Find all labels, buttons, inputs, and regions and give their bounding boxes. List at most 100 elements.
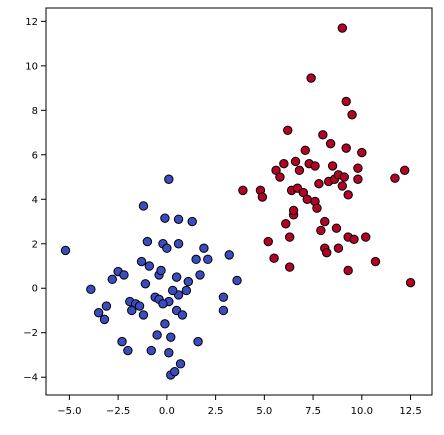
data-point: [288, 205, 299, 216]
data-point: [400, 165, 410, 176]
data-point: [325, 138, 336, 149]
data-point: [232, 275, 242, 286]
data-point: [390, 173, 400, 183]
data-point: [144, 261, 155, 271]
data-point: [349, 234, 359, 245]
y-axis: −4 −2 0 2 4 6 8 10 12: [23, 17, 46, 384]
data-point: [146, 345, 156, 356]
data-point: [60, 245, 71, 256]
data-point: [238, 185, 248, 196]
data-point: [361, 232, 371, 242]
data-point: [136, 256, 147, 267]
data-point: [183, 276, 194, 287]
data-point: [284, 262, 295, 272]
data-point: [152, 330, 162, 340]
y-tick-label: 4: [32, 195, 38, 206]
data-point: [164, 174, 174, 184]
data-point: [306, 73, 316, 83]
data-point: [294, 165, 305, 176]
x-tick-label: 2.5: [208, 406, 224, 417]
data-point: [199, 243, 209, 253]
data-point: [181, 285, 192, 296]
plot-frame: [45, 7, 433, 396]
data-point: [187, 216, 197, 227]
data-point: [166, 332, 176, 342]
x-tick-label: 5.0: [256, 406, 272, 417]
data-point: [173, 214, 184, 224]
data-point: [138, 310, 149, 320]
data-point: [337, 23, 348, 33]
data-point: [193, 336, 203, 347]
data-point: [203, 254, 213, 265]
data-point: [275, 172, 285, 182]
data-point: [405, 277, 416, 288]
data-point: [218, 305, 229, 316]
x-tick-label: 0.0: [159, 406, 175, 417]
y-tick-label: 10: [25, 61, 38, 72]
data-point: [169, 366, 180, 377]
y-tick-label: 0: [32, 284, 38, 295]
data-point: [171, 272, 182, 282]
y-tick-label: 2: [32, 239, 38, 250]
data-point: [322, 247, 332, 258]
data-point: [191, 254, 201, 265]
data-point: [341, 143, 351, 153]
data-point: [353, 174, 363, 184]
y-tick-label: 6: [32, 150, 38, 161]
x-tick-label: 12.5: [399, 406, 421, 417]
data-point: [343, 265, 353, 276]
data-point: [158, 299, 168, 309]
data-point: [370, 256, 381, 267]
data-point: [320, 216, 330, 227]
data-point: [269, 253, 279, 263]
data-point: [173, 239, 184, 249]
data-point: [164, 348, 174, 358]
data-point: [162, 243, 172, 253]
data-point: [343, 190, 353, 200]
data-point: [314, 179, 324, 189]
data-point: [327, 161, 338, 171]
data-point: [333, 243, 344, 253]
data-point: [290, 156, 301, 167]
data-point: [263, 236, 273, 247]
y-tick-label: 8: [32, 106, 38, 117]
data-point: [168, 285, 178, 296]
data-point: [300, 145, 310, 156]
data-point: [318, 130, 328, 140]
x-tick-label: 7.5: [305, 406, 321, 417]
data-point: [257, 192, 268, 202]
x-tick-label: 10.0: [351, 406, 373, 417]
data-point: [339, 172, 349, 182]
data-point: [134, 301, 145, 311]
data-point: [117, 336, 127, 347]
data-point: [107, 274, 117, 285]
data-point: [160, 319, 170, 329]
data-point: [99, 314, 110, 325]
x-tick-label: −5.0: [57, 406, 81, 417]
data-point: [347, 110, 357, 120]
y-tick-label: 12: [25, 17, 38, 28]
data-point: [195, 270, 205, 280]
data-point: [283, 125, 293, 136]
data-point: [284, 232, 295, 242]
x-tick-label: −2.5: [106, 406, 130, 417]
data-point: [123, 345, 133, 356]
x-axis: −5.0 −2.5 0.0 2.5 5.0 7.5 10.0 12.5: [57, 395, 422, 417]
data-point: [140, 279, 151, 289]
data-point: [353, 163, 363, 173]
data-point: [279, 158, 289, 169]
data-point: [341, 96, 351, 107]
data-point: [302, 194, 312, 204]
data-point: [357, 147, 367, 158]
y-tick-label: −2: [23, 328, 38, 339]
data-point: [93, 308, 104, 318]
data-point: [160, 213, 170, 223]
data-point: [127, 305, 137, 316]
data-point: [175, 359, 186, 369]
data-point: [86, 284, 96, 295]
data-point: [312, 203, 322, 213]
data-point: [310, 161, 320, 171]
y-tick-label: −4: [23, 373, 38, 384]
data-point: [119, 270, 129, 280]
